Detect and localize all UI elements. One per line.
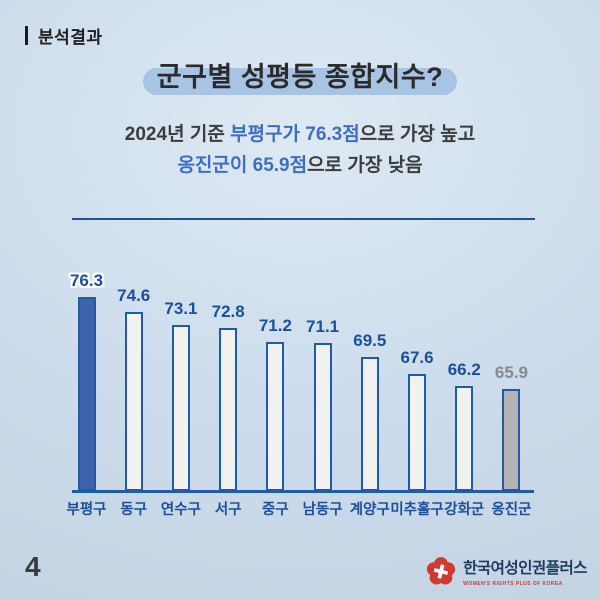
divider-line xyxy=(72,218,535,220)
subtitle-line-2: 옹진군이 65.9점으로 가장 낮음 xyxy=(177,155,423,176)
bar-value-label: 76.3 xyxy=(69,271,104,290)
title-wrap: 군구별 성평등 종합지수? xyxy=(142,55,458,95)
bar-group: 69.5 계양구 xyxy=(347,331,392,518)
bar-value-label: 72.8 xyxy=(211,302,245,321)
bar xyxy=(313,343,332,491)
logo-texts: 한국여성인권플러스 WOMEN'S RIGHTS PLUS OF KOREA xyxy=(463,556,587,587)
title-row: 군구별 성평등 종합지수? xyxy=(0,55,600,95)
bar-category-label: 미추홀구 xyxy=(390,501,444,518)
bar-category-label: 옹진군 xyxy=(491,501,532,518)
bar-value-label: 66.2 xyxy=(447,360,481,379)
bar xyxy=(266,342,285,491)
subtitle-highlight-max: 부평구가 76.3점 xyxy=(230,124,360,145)
bar-category-label: 계양구 xyxy=(349,501,390,518)
bar-value-label: 71.2 xyxy=(258,316,292,335)
page-number: 4 xyxy=(25,551,41,582)
bar-group: 76.3 부평구 xyxy=(64,271,109,518)
subtitle: 2024년 기준 부평구가 76.3점으로 가장 높고 옹진군이 65.9점으로… xyxy=(0,119,600,181)
bar-value-label: 69.5 xyxy=(353,331,387,350)
bar-category-label: 강화군 xyxy=(444,501,485,518)
bar-value-label: 65.9 xyxy=(494,363,529,382)
page-title: 군구별 성평등 종합지수? xyxy=(156,62,444,92)
bar-category-label: 부평구 xyxy=(66,501,107,518)
title-highlight-pill xyxy=(142,68,458,95)
x-axis-line xyxy=(72,490,534,493)
bar-category-label: 중구 xyxy=(262,501,289,518)
bar-group: 73.1 연수구 xyxy=(158,299,203,518)
bar-group: 74.6 동구 xyxy=(111,286,156,518)
bar-chart: 76.3 부평구 74.6 동구 73.1 연수구 72.8 서구 71.2 중구 71.1 남동구 6… xyxy=(64,268,534,518)
bar-value-label: 71.1 xyxy=(306,317,340,336)
flower-cross-icon xyxy=(427,557,456,585)
bar-group: 66.2 강화군 xyxy=(442,360,487,518)
bar-group: 72.8 서구 xyxy=(206,302,251,518)
section-marker-bar xyxy=(25,26,28,45)
bar xyxy=(124,312,143,491)
bar xyxy=(171,325,190,491)
bar-value-label: 74.6 xyxy=(117,286,151,305)
bar-group: 65.9 옹진군 xyxy=(489,363,534,518)
bar-group: 71.2 중구 xyxy=(253,316,298,518)
section-label-text: 분석결과 xyxy=(38,28,103,47)
section-label: 분석결과 xyxy=(25,23,103,48)
bars-container: 76.3 부평구 74.6 동구 73.1 연수구 72.8 서구 71.2 중구 71.1 남동구 6… xyxy=(64,268,534,518)
bar-category-label: 연수구 xyxy=(160,501,201,518)
bar xyxy=(360,357,379,491)
bar-category-label: 서구 xyxy=(214,501,242,518)
logo-name: 한국여성인권플러스 xyxy=(463,560,587,577)
bar xyxy=(502,389,521,491)
bar-category-label: 남동구 xyxy=(302,501,343,518)
bar-category-label: 동구 xyxy=(120,501,148,518)
bar-value-label: 73.1 xyxy=(164,299,198,318)
bar xyxy=(408,374,427,491)
subtitle-line-1: 2024년 기준 부평구가 76.3점으로 가장 높고 xyxy=(124,124,476,145)
bar xyxy=(77,297,96,491)
org-logo: 한국여성인권플러스 WOMEN'S RIGHTS PLUS OF KOREA xyxy=(426,555,587,588)
bar-group: 71.1 남동구 xyxy=(300,317,345,518)
bar-value-label: 67.6 xyxy=(400,348,434,367)
bar xyxy=(455,386,474,491)
bar xyxy=(219,328,238,491)
logo-tagline: WOMEN'S RIGHTS PLUS OF KOREA xyxy=(463,581,563,587)
subtitle-highlight-min: 옹진군이 65.9점 xyxy=(177,155,308,176)
